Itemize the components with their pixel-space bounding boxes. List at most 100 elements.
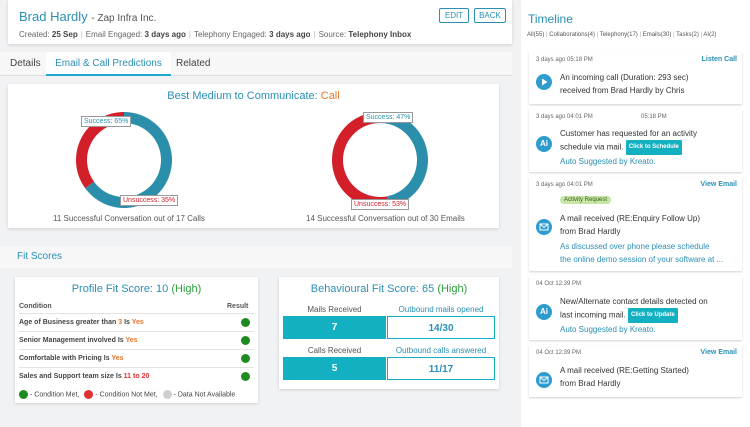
contact-header: Brad Hardly - Zap Infra Inc. Created: 25…: [8, 0, 512, 44]
email-preview-line: the online demo session of your software…: [560, 255, 724, 264]
timeline-item: 3 days ago 05:18 PM Listen Call An incom…: [529, 52, 742, 104]
condition-operator: Is: [124, 319, 130, 326]
timeline-text: An incoming call (Duration: 293 sec) rece…: [560, 71, 689, 97]
timeline-line: schedule via mail.: [560, 142, 624, 152]
contact-name: Brad Hardly - Zap Infra Inc.: [19, 9, 156, 24]
view-email-link[interactable]: View Email: [700, 349, 737, 356]
timeline-item: 3 days ago 04:01 PM View Email Activity …: [529, 177, 742, 271]
mails-received-value: 7: [283, 316, 386, 339]
created-label: Created:: [19, 30, 50, 39]
condition-operator: Is: [115, 373, 122, 380]
listen-call-link[interactable]: Listen Call: [701, 56, 737, 63]
best-medium-value: Call: [320, 90, 340, 102]
telephony-engaged-value: 3 days ago: [269, 30, 311, 39]
source-label: Source:: [318, 30, 347, 39]
condition-value: 11 to 20: [123, 373, 150, 380]
outbound-mails-label: Outbound mails opened: [398, 305, 484, 314]
timeline-line: Customer has requested for an activity: [560, 129, 697, 138]
timeline-text: A mail received (RE:Enquiry Follow Up) fr…: [560, 212, 700, 238]
view-email-link[interactable]: View Email: [700, 181, 737, 188]
mails-received-label: Mails Received: [307, 305, 362, 314]
contact-meta: Created: 25 Sep | Email Engaged: 3 days ag…: [19, 30, 412, 39]
tab-details[interactable]: Details: [10, 58, 41, 69]
fit-legend: - Condition Met, - Condition Not Met, - …: [19, 390, 235, 399]
mail-icon: [536, 372, 552, 388]
timeline-panel: Timeline All(55) | Collaborations(4) | T…: [521, 0, 750, 427]
condition-met-legend-icon: [19, 390, 28, 399]
activity-request-badge: Activity Request: [560, 196, 612, 204]
auto-suggested-text: Auto Suggested by Kreato.: [560, 157, 656, 166]
condition-label: Comfortable with Pricing: [19, 355, 102, 362]
best-medium-panel: Best Medium to Communicate: Call Success…: [8, 84, 499, 228]
auto-suggested-text: Auto Suggested by Kreato.: [560, 325, 656, 334]
profile-fit-level: (High): [171, 283, 202, 295]
filter-tasks[interactable]: Tasks(2): [676, 32, 699, 38]
table-row: Senior Management involved Is Yes: [19, 331, 254, 349]
legend-not-met-text: - Condition Not Met,: [95, 391, 158, 399]
source-value: Telephony Inbox: [348, 30, 412, 39]
ai-icon: Ai: [536, 304, 552, 320]
timeline-title: Timeline: [528, 12, 573, 26]
donut-slice-unsuccess: [332, 112, 389, 208]
click-to-schedule-button[interactable]: Click to Schedule: [625, 140, 682, 155]
condition-value: Yes: [131, 319, 144, 326]
condition-met-icon: [241, 372, 250, 381]
timeline-line: last incoming mail.: [560, 310, 626, 320]
condition-value: Yes: [125, 337, 138, 344]
edit-button[interactable]: EDIT: [439, 8, 469, 23]
condition-label: Senior Management involved: [19, 337, 116, 344]
timeline-line: from Brad Hardly: [560, 227, 621, 236]
tab-bar: Details Email & Call Predictions Related: [0, 52, 512, 76]
company-name: - Zap Infra Inc.: [91, 13, 157, 24]
tab-related[interactable]: Related: [176, 58, 211, 69]
timeline-timestamp: 04 Oct 12:39 PM: [536, 281, 582, 287]
condition-label: Age of Business greater than: [19, 319, 117, 326]
click-to-update-button[interactable]: Click to Update: [628, 308, 678, 323]
best-medium-label: Best Medium to Communicate:: [167, 90, 318, 102]
email-engaged-label: Email Engaged:: [85, 30, 143, 39]
calls-donut-chart: [76, 112, 172, 208]
condition-text: Sales and Support team size Is 11 to 20: [19, 373, 149, 380]
condition-operator: Is: [103, 355, 110, 362]
filter-emails[interactable]: Emails(30): [642, 32, 672, 38]
table-row: Age of Business greater than 3 Is Yes: [19, 313, 254, 331]
condition-column-header: Condition: [19, 303, 52, 310]
email-preview-text: As discussed over phone please schedule t…: [560, 240, 723, 266]
profile-fit-score: Profile Fit Score: 10: [71, 283, 169, 295]
best-medium-title: Best Medium to Communicate: Call: [8, 90, 499, 102]
legend-na-text: - Data Not Available: [173, 391, 236, 399]
tab-email-call-predictions[interactable]: Email & Call Predictions: [46, 52, 171, 76]
behavioural-fit-title: Behavioural Fit Score: 65 (High): [279, 283, 499, 295]
back-button[interactable]: BACK: [474, 8, 506, 23]
filter-all[interactable]: All(55): [527, 32, 545, 38]
condition-not-met-legend-icon: [84, 390, 94, 399]
play-icon[interactable]: [536, 74, 552, 90]
filter-ai[interactable]: AI(2): [703, 32, 717, 38]
created-value: 25 Sep: [51, 30, 78, 39]
telephony-engaged-label: Telephony Engaged:: [193, 30, 267, 39]
timeline-timestamp-secondary: 05:18 PM: [641, 114, 667, 120]
contact-name-text: Brad Hardly: [19, 9, 88, 24]
timeline-line: from Brad Hardly: [560, 379, 621, 388]
data-not-available-legend-icon: [162, 390, 172, 399]
table-row: Sales and Support team size Is 11 to 20: [19, 367, 254, 385]
donut-slice-unsuccess: [76, 112, 124, 189]
timeline-text: Customer has requested for an activity sc…: [560, 127, 697, 155]
timeline-timestamp: 3 days ago 04:01 PM: [536, 114, 593, 120]
outbound-calls-label: Outbound calls answered: [395, 346, 487, 355]
condition-value: Yes: [111, 355, 124, 362]
timeline-timestamp: 3 days ago 05:18 PM: [536, 57, 593, 63]
timeline-filters: All(55) | Collaborations(4) | Telephony(…: [527, 32, 717, 38]
fit-scores-section: Fit Scores: [0, 246, 512, 268]
filter-telephony[interactable]: Telephony(17): [599, 32, 638, 38]
timeline-item: 3 days ago 04:01 PM 05:18 PM Ai Customer…: [529, 109, 742, 172]
mail-icon: [536, 219, 552, 235]
filter-collaborations[interactable]: Collaborations(4): [549, 32, 595, 38]
condition-met-icon: [241, 336, 250, 345]
emails-donut-chart: [332, 112, 428, 208]
condition-text: Senior Management involved Is Yes: [19, 337, 138, 344]
ai-icon: Ai: [536, 136, 552, 152]
outbound-calls-value: 11/17: [387, 357, 495, 380]
behavioural-fit-level: (High): [437, 283, 468, 295]
condition-text: Age of Business greater than 3 Is Yes: [19, 319, 144, 326]
